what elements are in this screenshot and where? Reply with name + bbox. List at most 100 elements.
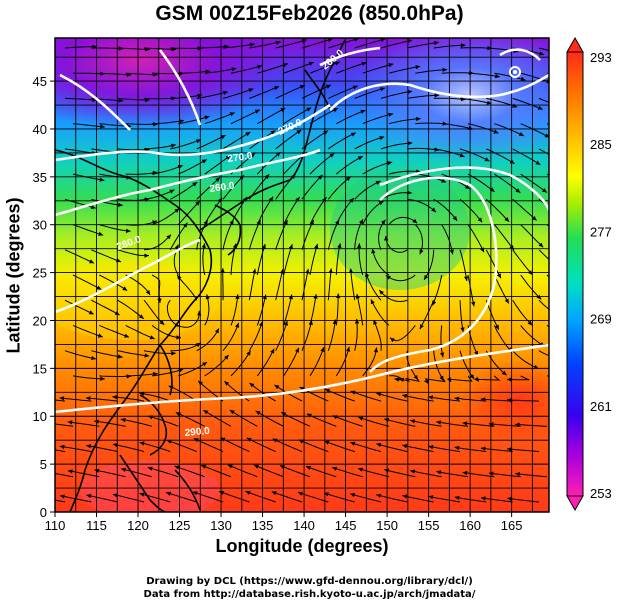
streamline-arrowhead	[166, 491, 171, 496]
streamline-arrowhead	[204, 115, 210, 120]
streamline-arrowhead	[89, 259, 95, 264]
y-tick-label: 20	[33, 313, 47, 328]
streamline-arrowhead	[410, 419, 416, 424]
streamline	[283, 347, 300, 377]
streamline-arrowhead	[399, 377, 405, 382]
streamline-arrowhead	[166, 234, 171, 240]
streamline-arrowhead	[299, 85, 305, 89]
streamline	[432, 274, 443, 306]
streamline-arrowhead	[282, 63, 288, 68]
streamline-arrowhead	[33, 396, 38, 400]
streamline-arrowhead	[469, 374, 475, 380]
x-tick-label: 125	[169, 518, 191, 533]
x-tick-label: 160	[459, 518, 481, 533]
streamline	[279, 465, 311, 478]
streamline-arrowhead	[350, 441, 356, 446]
streamline-arrowhead	[376, 392, 382, 397]
streamline	[204, 67, 237, 74]
streamline	[283, 107, 312, 125]
streamline	[275, 39, 307, 49]
streamline-arrowhead	[220, 135, 226, 140]
streamline-arrowhead	[231, 67, 237, 72]
streamline-arrowhead	[201, 159, 207, 164]
streamline-arrowhead	[370, 299, 375, 305]
streamline-arrowhead	[356, 243, 362, 248]
streamline-arrowhead	[214, 328, 219, 334]
streamline-arrowhead	[283, 320, 288, 326]
streamline-arrowhead	[224, 381, 230, 386]
streamline-arrowhead	[144, 353, 150, 358]
streamline-arrowhead	[388, 112, 394, 117]
streamline	[441, 123, 474, 130]
streamline	[538, 350, 549, 357]
streamline	[423, 249, 435, 281]
streamline	[99, 274, 128, 292]
streamline	[494, 72, 526, 81]
streamline-arrowhead	[394, 377, 400, 382]
streamline-arrowhead	[334, 61, 340, 66]
streamline	[117, 148, 150, 151]
streamline	[520, 325, 545, 347]
streamline-arrowhead	[407, 141, 413, 146]
streamline	[283, 61, 314, 74]
streamline	[143, 47, 176, 50]
streamline-arrowhead	[358, 467, 363, 472]
streamline	[283, 244, 293, 276]
streamline	[428, 445, 461, 453]
streamline-arrowhead	[314, 243, 319, 249]
streamline-arrowhead	[271, 491, 277, 496]
streamline-arrowhead	[348, 268, 354, 274]
streamline	[354, 136, 385, 150]
streamline-arrowhead	[558, 267, 563, 272]
streamline-arrowhead	[494, 324, 499, 330]
streamline	[507, 448, 540, 453]
plot-frame	[54, 37, 550, 513]
streamline	[327, 176, 352, 200]
streamline-arrowhead	[515, 472, 520, 477]
streamline-arrowhead	[375, 180, 381, 185]
streamline	[301, 130, 329, 150]
streamline-arrowhead	[152, 220, 158, 225]
streamline	[362, 63, 394, 74]
streamline-arrowhead	[350, 132, 356, 137]
streamline-arrowhead	[299, 387, 305, 391]
streamline-arrowhead	[378, 201, 384, 206]
streamline-arrowhead	[436, 420, 442, 425]
streamline-arrowhead	[424, 274, 429, 280]
streamline	[67, 470, 100, 478]
streamline	[362, 200, 384, 225]
streamline-arrowhead	[459, 153, 465, 158]
streamline	[349, 493, 382, 503]
streamline	[177, 200, 201, 225]
streamline	[480, 398, 513, 402]
streamline	[64, 97, 98, 101]
streamline-arrowhead	[274, 86, 279, 91]
streamline	[475, 375, 501, 382]
streamline	[467, 224, 485, 253]
streamline-arrowhead	[537, 105, 543, 110]
streamline-arrowhead	[535, 160, 541, 165]
streamline	[459, 350, 475, 380]
streamline-arrowhead	[280, 108, 286, 113]
streamline	[147, 467, 179, 478]
x-axis-label: Longitude (degrees)	[215, 536, 389, 556]
streamline	[538, 97, 549, 103]
colorbar-tick-label: 293	[590, 50, 612, 65]
streamline-arrowhead	[559, 315, 564, 319]
streamline	[385, 274, 416, 282]
streamline-arrowhead	[309, 220, 314, 225]
streamline-arrowhead	[297, 491, 303, 496]
streamline-arrowhead	[124, 333, 130, 338]
streamline-arrowhead	[139, 492, 145, 497]
y-tick-label: 0	[40, 505, 47, 520]
streamline	[55, 423, 74, 427]
streamline-arrowhead	[352, 85, 358, 90]
streamline-arrowhead	[179, 119, 184, 124]
streamline	[538, 249, 549, 261]
streamline	[125, 123, 158, 125]
streamline	[256, 348, 275, 377]
streamline	[271, 491, 303, 503]
streamline-arrowhead	[419, 249, 424, 255]
streamline	[410, 419, 442, 427]
lat-lon-grid	[55, 38, 549, 512]
